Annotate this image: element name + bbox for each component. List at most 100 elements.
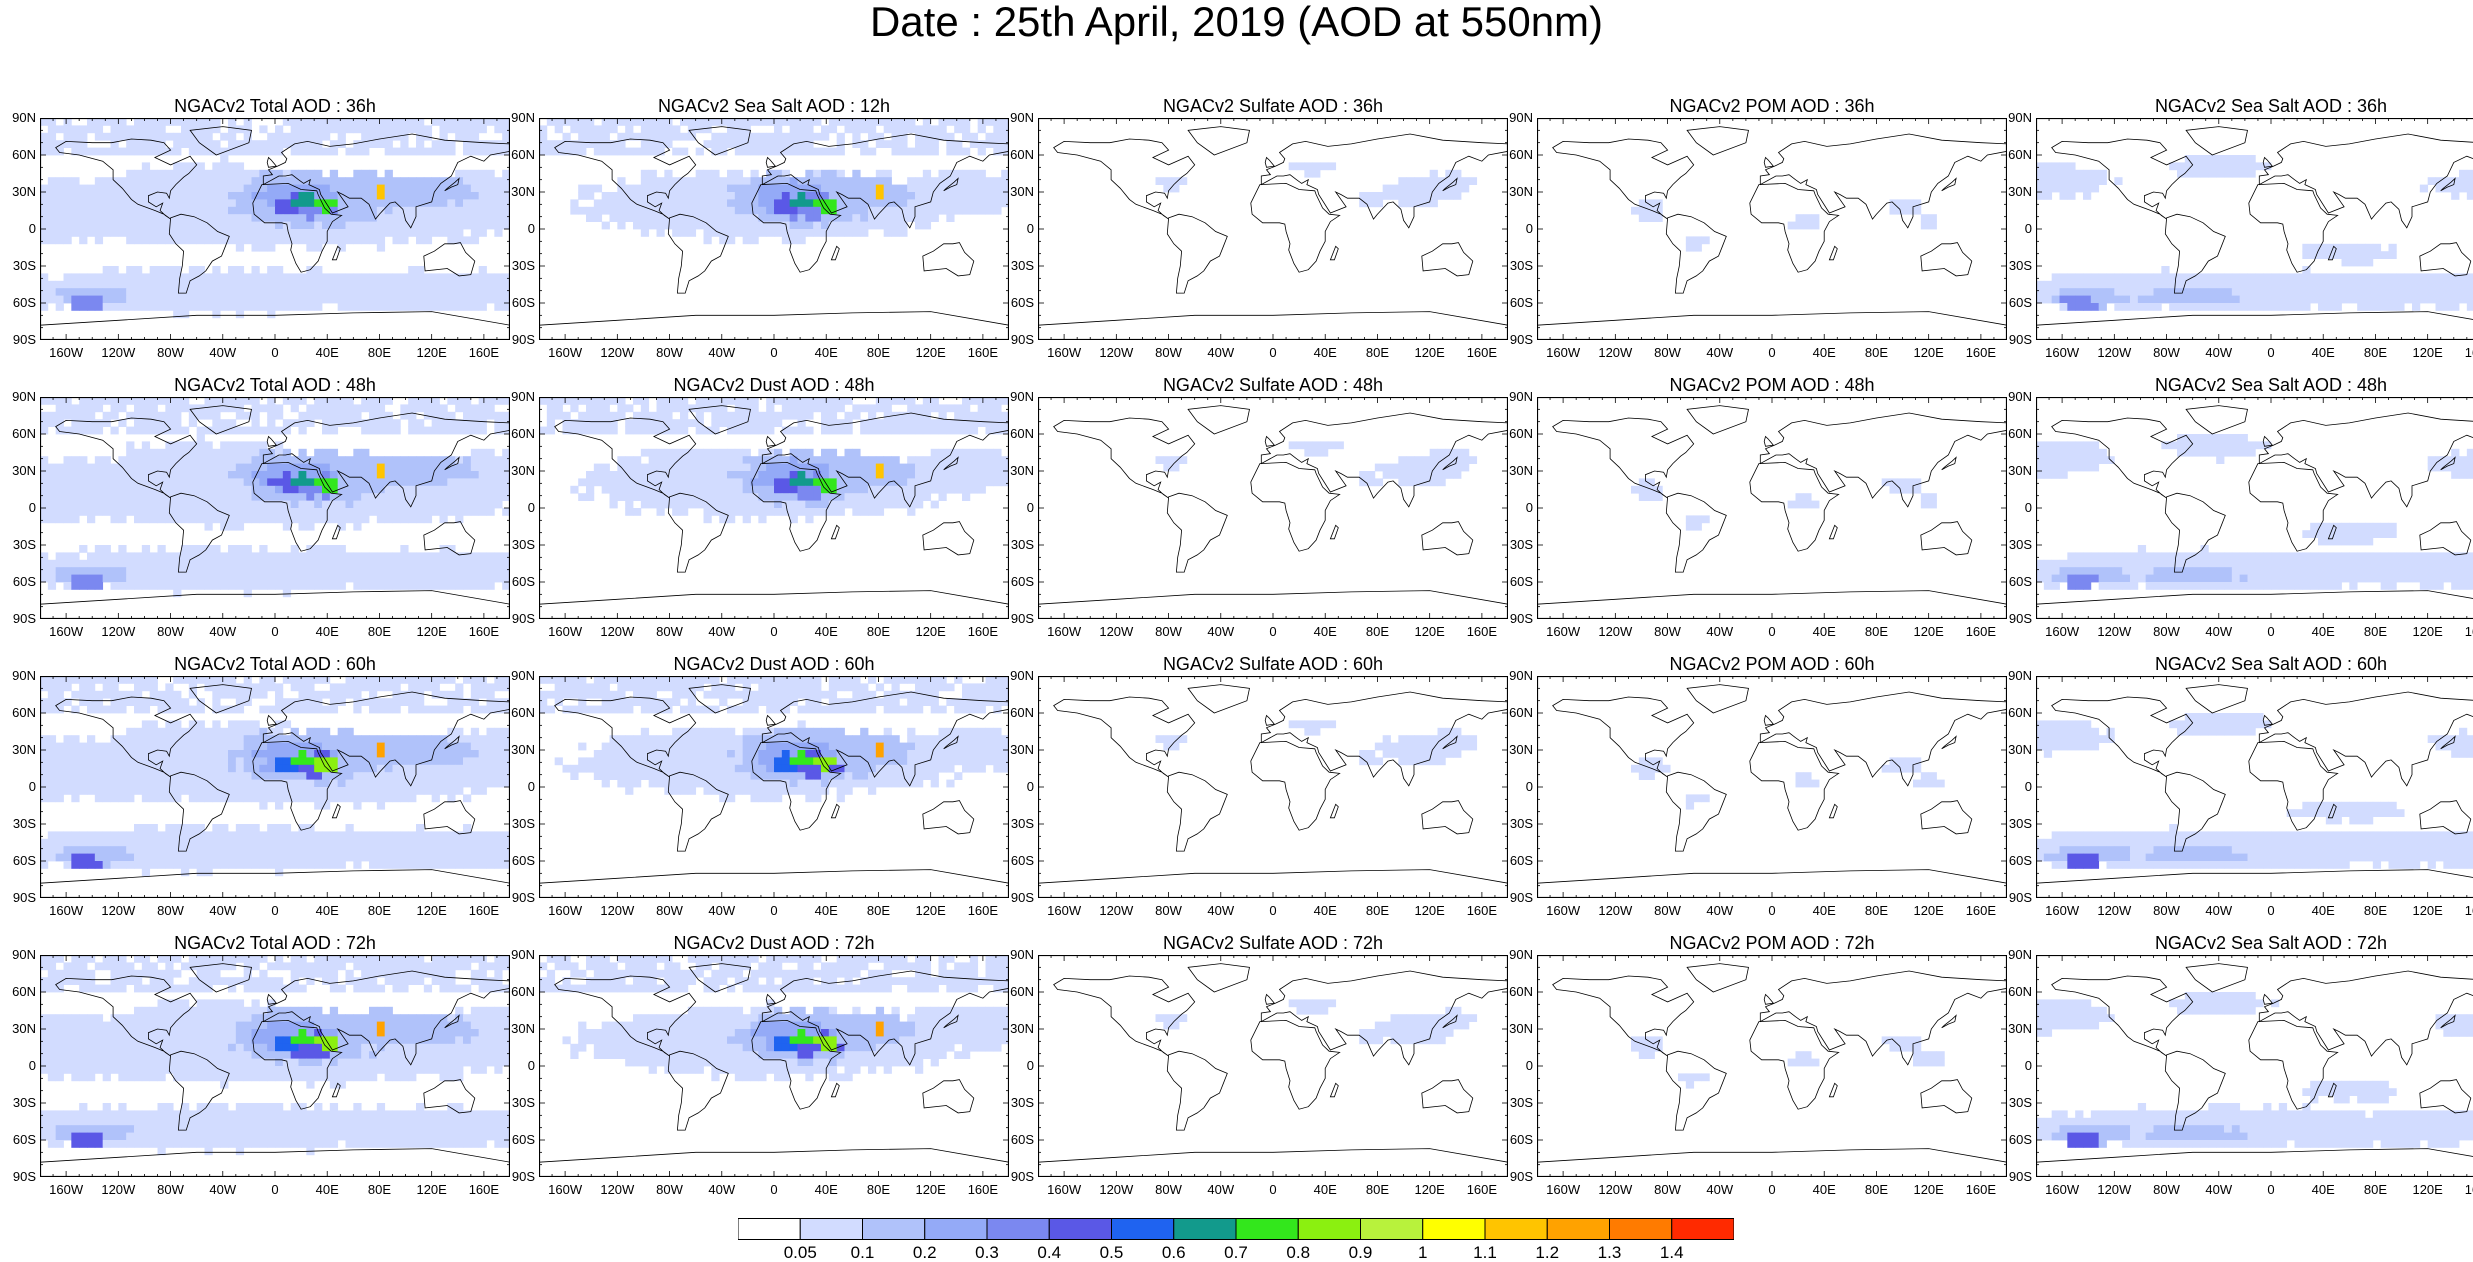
lat-tick-label: 90S [1493,891,1533,905]
lon-tick-label: 160E [2455,904,2473,918]
lat-tick-label: 30N [495,1022,535,1036]
lat-tick-label: 60S [1992,1133,2032,1147]
lon-tick-label: 0 [250,625,300,639]
lon-tick-label: 120W [2089,1183,2139,1197]
lon-tick-label: 160W [2037,625,2087,639]
lat-tick-label: 60N [0,706,36,720]
lat-tick-label: 60S [495,1133,535,1147]
lon-tick-label: 0 [250,904,300,918]
lat-tick-label: 0 [495,501,535,515]
lat-tick-label: 60N [1493,706,1533,720]
panel-title: NGACv2 Dust AOD : 48h [539,375,1009,395]
lat-tick-label: 60N [495,706,535,720]
lon-tick-label: 40E [801,904,851,918]
lon-tick-label: 160E [1956,1183,2006,1197]
lon-tick-label: 40W [1196,1183,1246,1197]
lon-tick-label: 40W [2194,1183,2244,1197]
lon-tick-label: 40E [1300,1183,1350,1197]
lat-tick-label: 30S [994,259,1034,273]
lat-tick-label: 60S [994,575,1034,589]
colorbar [738,1218,1734,1240]
lat-tick-label: 60S [994,1133,1034,1147]
lat-tick-label: 0 [495,1059,535,1073]
lat-tick-label: 90N [1493,669,1533,683]
lat-tick-label: 90S [994,1170,1034,1184]
lon-tick-label: 120W [2089,346,2139,360]
lon-tick-label: 160E [459,346,509,360]
lat-tick-label: 30S [495,259,535,273]
lon-tick-label: 120E [407,625,457,639]
lat-tick-label: 90N [1493,390,1533,404]
lon-tick-label: 120E [2403,1183,2453,1197]
lon-tick-label: 40W [2194,904,2244,918]
lat-tick-label: 30N [0,464,36,478]
lon-tick-label: 120E [1904,625,1954,639]
lat-tick-label: 60N [1992,985,2032,999]
panel-title: NGACv2 Total AOD : 60h [40,654,510,674]
lon-tick-label: 160W [1039,346,1089,360]
lon-tick-label: 80W [645,904,695,918]
lat-tick-label: 60N [1992,148,2032,162]
panel-title: NGACv2 Total AOD : 48h [40,375,510,395]
colorbar-label: 1.2 [1522,1244,1572,1262]
lat-tick-label: 60N [0,148,36,162]
aod-map [40,118,510,340]
aod-map [2036,676,2473,898]
lon-tick-label: 120E [906,1183,956,1197]
lon-tick-label: 120W [93,625,143,639]
lat-tick-label: 60S [0,854,36,868]
lon-tick-label: 80E [354,346,404,360]
lon-tick-label: 160W [1039,1183,1089,1197]
lat-tick-label: 30N [1992,743,2032,757]
aod-map [1038,118,1508,340]
lat-tick-label: 60N [495,427,535,441]
lon-tick-label: 40W [697,346,747,360]
panel-title: NGACv2 Sea Salt AOD : 60h [2036,654,2473,674]
lat-tick-label: 0 [0,501,36,515]
lat-tick-label: 60N [1493,148,1533,162]
lon-tick-label: 40W [2194,625,2244,639]
lon-tick-label: 0 [250,346,300,360]
lat-tick-label: 60S [994,854,1034,868]
lon-tick-label: 120W [1091,904,1141,918]
aod-map [40,955,510,1177]
lon-tick-label: 40E [302,1183,352,1197]
lat-tick-label: 30S [1992,817,2032,831]
lon-tick-label: 40E [2298,904,2348,918]
aod-map [539,676,1009,898]
lat-tick-label: 30N [994,1022,1034,1036]
lon-tick-label: 80W [1144,1183,1194,1197]
lon-tick-label: 0 [2246,346,2296,360]
lon-tick-label: 80W [146,1183,196,1197]
lat-tick-label: 0 [1992,1059,2032,1073]
colorbar-swatch [1361,1219,1423,1240]
lon-tick-label: 0 [1747,346,1797,360]
lon-tick-label: 40E [302,904,352,918]
lat-tick-label: 60N [495,148,535,162]
lon-tick-label: 80W [2142,346,2192,360]
lon-tick-label: 160E [459,1183,509,1197]
lat-tick-label: 30S [0,538,36,552]
lon-tick-label: 80E [853,904,903,918]
lon-tick-label: 80W [2142,625,2192,639]
lon-tick-label: 80E [2350,625,2400,639]
lon-tick-label: 120W [592,1183,642,1197]
lat-tick-label: 0 [1493,222,1533,236]
aod-map [2036,397,2473,619]
lat-tick-label: 30N [1992,1022,2032,1036]
lon-tick-label: 120E [906,346,956,360]
aod-field [40,955,510,1155]
lon-tick-label: 120W [93,1183,143,1197]
lat-tick-label: 90N [0,390,36,404]
lon-tick-label: 40E [801,1183,851,1197]
panel-title: NGACv2 Sulfate AOD : 60h [1038,654,1508,674]
colorbar-label: 0.8 [1273,1244,1323,1262]
lat-tick-label: 30S [0,1096,36,1110]
